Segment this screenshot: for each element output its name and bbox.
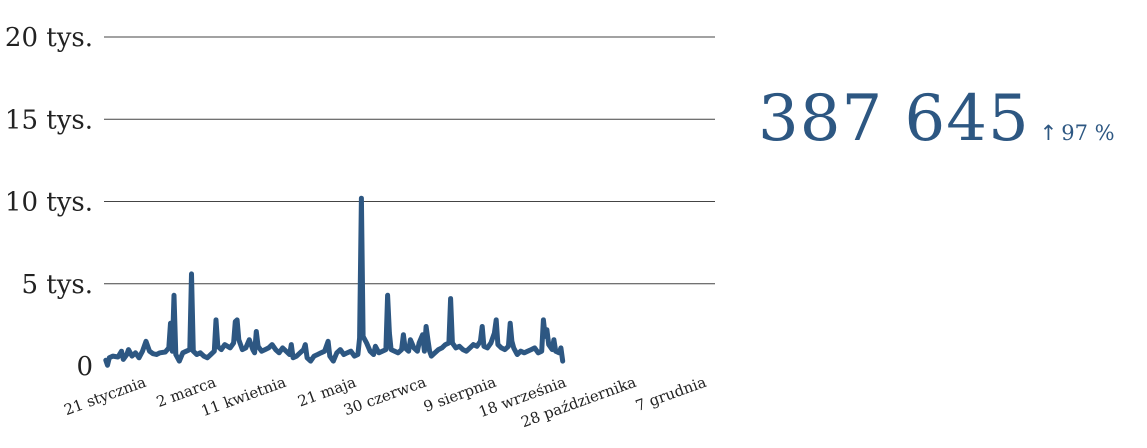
series-line-0 — [103, 195, 566, 368]
x-tick-label: 7 grudnia — [633, 373, 709, 415]
y-tick-label: 10 tys. — [5, 188, 93, 218]
y-tick-label: 20 tys. — [5, 23, 93, 53]
y-tick-label: 0 — [76, 352, 93, 382]
y-tick-label: 15 tys. — [5, 105, 93, 135]
gridlines — [104, 36, 715, 285]
y-tick-label: 5 tys. — [21, 270, 93, 300]
line-chart: 0 5 tys. 10 tys. 15 tys. 20 tys. 21 stycznia… — [5, 23, 715, 431]
kpi-change-percent: 97 % — [1061, 121, 1115, 145]
kpi-total-value: 387 645 — [758, 82, 1030, 156]
x-tick-label: 21 stycznia — [62, 373, 149, 419]
arrow-up-icon: ↑ — [1039, 121, 1058, 145]
series-layer — [103, 195, 566, 368]
kpi-summary: 387 645 ↑ 97 % — [758, 82, 1115, 156]
y-axis-tick-labels: 0 5 tys. 10 tys. 15 tys. 20 tys. — [5, 23, 93, 382]
